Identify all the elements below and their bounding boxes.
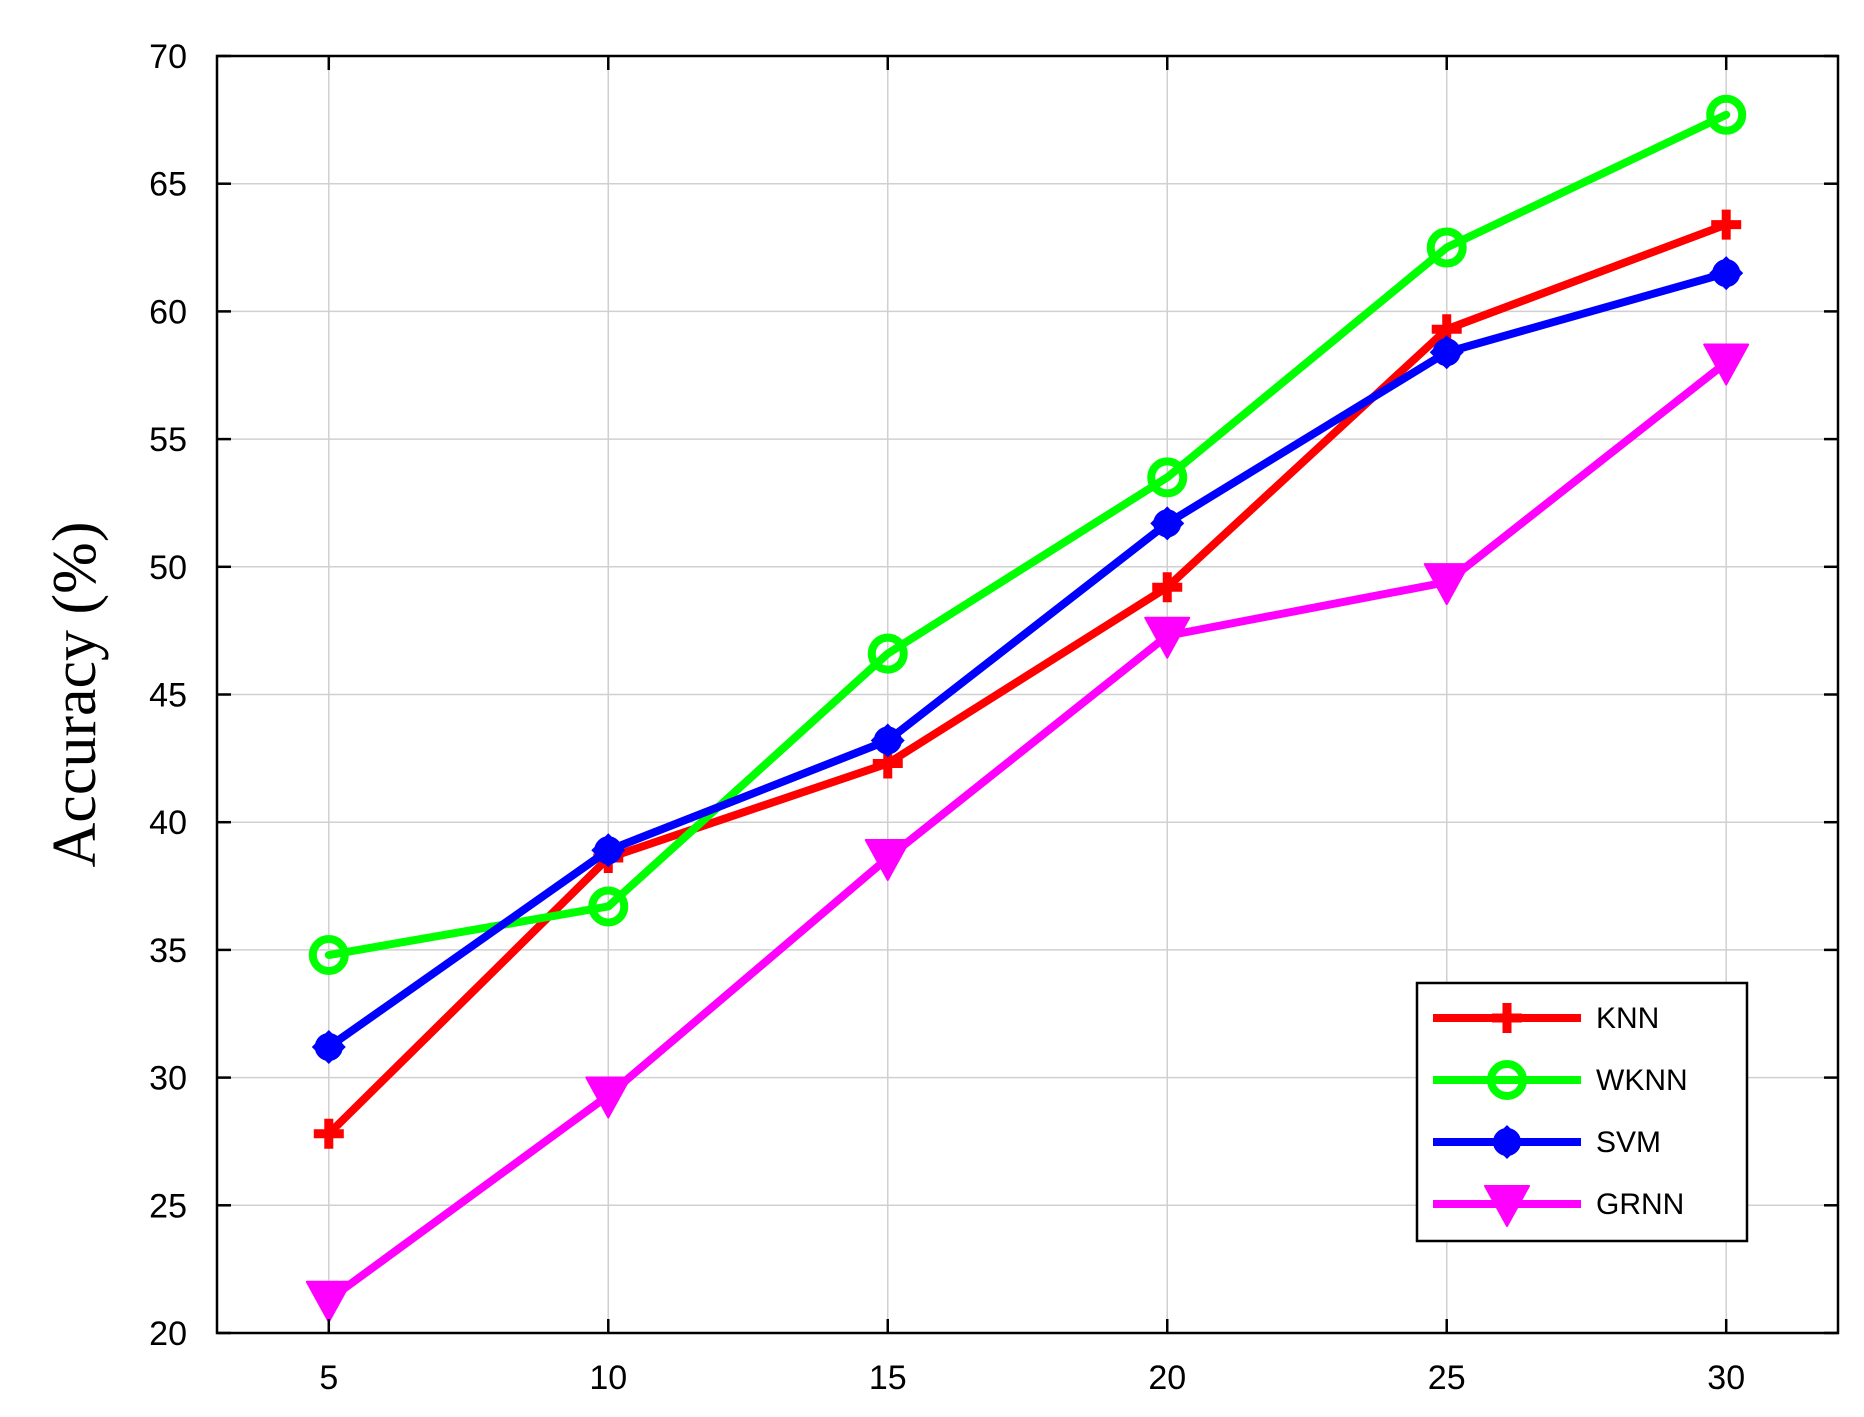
legend-item-wknn: WKNN <box>1433 1060 1688 1100</box>
data-point-knn <box>1711 209 1742 240</box>
y-axis-label: Accuracy (%) <box>41 522 109 868</box>
data-point-svm-shape <box>591 833 626 868</box>
x-tick-label: 30 <box>1707 1359 1745 1397</box>
y-tick-label: 45 <box>149 677 187 715</box>
series-line-grnn <box>324 358 1731 1304</box>
y-tick-label: 25 <box>149 1187 187 1225</box>
data-point-grnn <box>305 1280 352 1323</box>
y-tick-label: 70 <box>149 38 187 76</box>
data-point-svm-shape <box>1709 256 1744 291</box>
data-point-wknn <box>867 633 908 674</box>
legend-label: KNN <box>1596 1002 1659 1035</box>
legend-box <box>1415 981 1749 1243</box>
data-point-grnn <box>1703 343 1750 386</box>
legend-item-svm: SVM <box>1433 1125 1661 1159</box>
data-point-svm <box>1429 335 1464 370</box>
legend-label: WKNN <box>1596 1064 1688 1097</box>
series-line-wknn <box>324 110 1731 960</box>
data-point-wknn <box>1147 457 1188 498</box>
y-tick-label: 60 <box>149 293 187 331</box>
series-line-knn <box>324 220 1731 1138</box>
legend-marker <box>1487 1060 1527 1100</box>
data-point-svm <box>1709 256 1744 291</box>
axis-ticks <box>217 54 1838 1335</box>
y-tick-label: 50 <box>149 549 187 587</box>
y-tick-label: 55 <box>149 421 187 459</box>
legend-marker <box>1490 1125 1524 1159</box>
data-point-svm-shape <box>311 1029 346 1064</box>
data-point-knn <box>1152 572 1183 603</box>
data-point-grnn <box>1144 616 1191 659</box>
legend-marker-shape <box>1490 1125 1524 1159</box>
data-point-wknn <box>588 886 629 927</box>
series-grnn <box>305 343 1750 1323</box>
series-wknn <box>308 94 1747 976</box>
legend-label: SVM <box>1596 1126 1661 1159</box>
data-point-svm <box>870 723 905 758</box>
y-tick-label: 65 <box>149 166 187 204</box>
legend-label: GRNN <box>1596 1188 1684 1221</box>
data-point-grnn <box>585 1076 632 1119</box>
y-tick-label: 20 <box>149 1315 187 1353</box>
legend-item-knn: KNN <box>1433 1002 1659 1035</box>
data-point-svm <box>311 1029 346 1064</box>
y-tick-label: 30 <box>149 1060 187 1098</box>
series-line-svm <box>324 269 1731 1051</box>
legend: KNN WKNN SVM GRNN <box>1415 981 1749 1243</box>
data-point-svm <box>1150 506 1185 541</box>
grid <box>217 55 1838 1334</box>
data-point-svm-shape <box>1150 506 1185 541</box>
data-point-svm <box>591 833 626 868</box>
legend-marker <box>1492 1003 1522 1033</box>
data-point-grnn <box>864 838 911 881</box>
series-svm <box>311 256 1744 1064</box>
data-point-svm-shape <box>1429 335 1464 370</box>
x-tick-label: 25 <box>1428 1359 1466 1397</box>
y-tick-label: 40 <box>149 804 187 842</box>
legend-marker <box>1484 1185 1530 1227</box>
x-tick-label: 5 <box>319 1359 338 1397</box>
data-point-knn <box>313 1118 344 1149</box>
series-lines <box>305 94 1750 1323</box>
data-point-svm-shape <box>870 723 905 758</box>
x-tick-label: 15 <box>869 1359 907 1397</box>
data-point-grnn <box>1423 563 1470 606</box>
axis-tick-labels: 5 10 15 20 25 30 20 25 30 35 40 45 50 55 60 65 70 <box>149 38 1745 1397</box>
data-point-wknn <box>1426 227 1467 268</box>
x-tick-label: 20 <box>1148 1359 1186 1397</box>
data-point-wknn <box>1706 94 1747 135</box>
data-point-wknn <box>308 935 349 976</box>
legend-item-grnn: GRNN <box>1433 1185 1684 1227</box>
y-tick-label: 35 <box>149 932 187 970</box>
x-tick-label: 10 <box>589 1359 627 1397</box>
